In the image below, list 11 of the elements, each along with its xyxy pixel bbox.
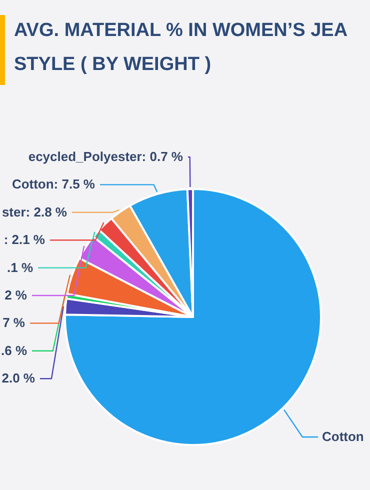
data-label: 2.0 % <box>2 370 36 386</box>
data-label: ecycled_Polyester: 0.7 % <box>28 149 184 164</box>
data-label: ster: 2.8 % <box>2 204 68 220</box>
text: 7 % <box>2 315 26 330</box>
data-label: Cotton: 7.5 % <box>12 176 96 192</box>
text: 2 % <box>4 288 28 302</box>
chart-title: AVG. MATERIAL % IN WOMEN’S JEA STYLE ( BY WEIGHT ) <box>14 19 348 77</box>
data-label: : 2.1 % <box>4 232 46 248</box>
text: .1 % <box>6 260 34 275</box>
data-label: Cotton <box>322 429 364 444</box>
data-label: .6 % <box>0 342 28 358</box>
